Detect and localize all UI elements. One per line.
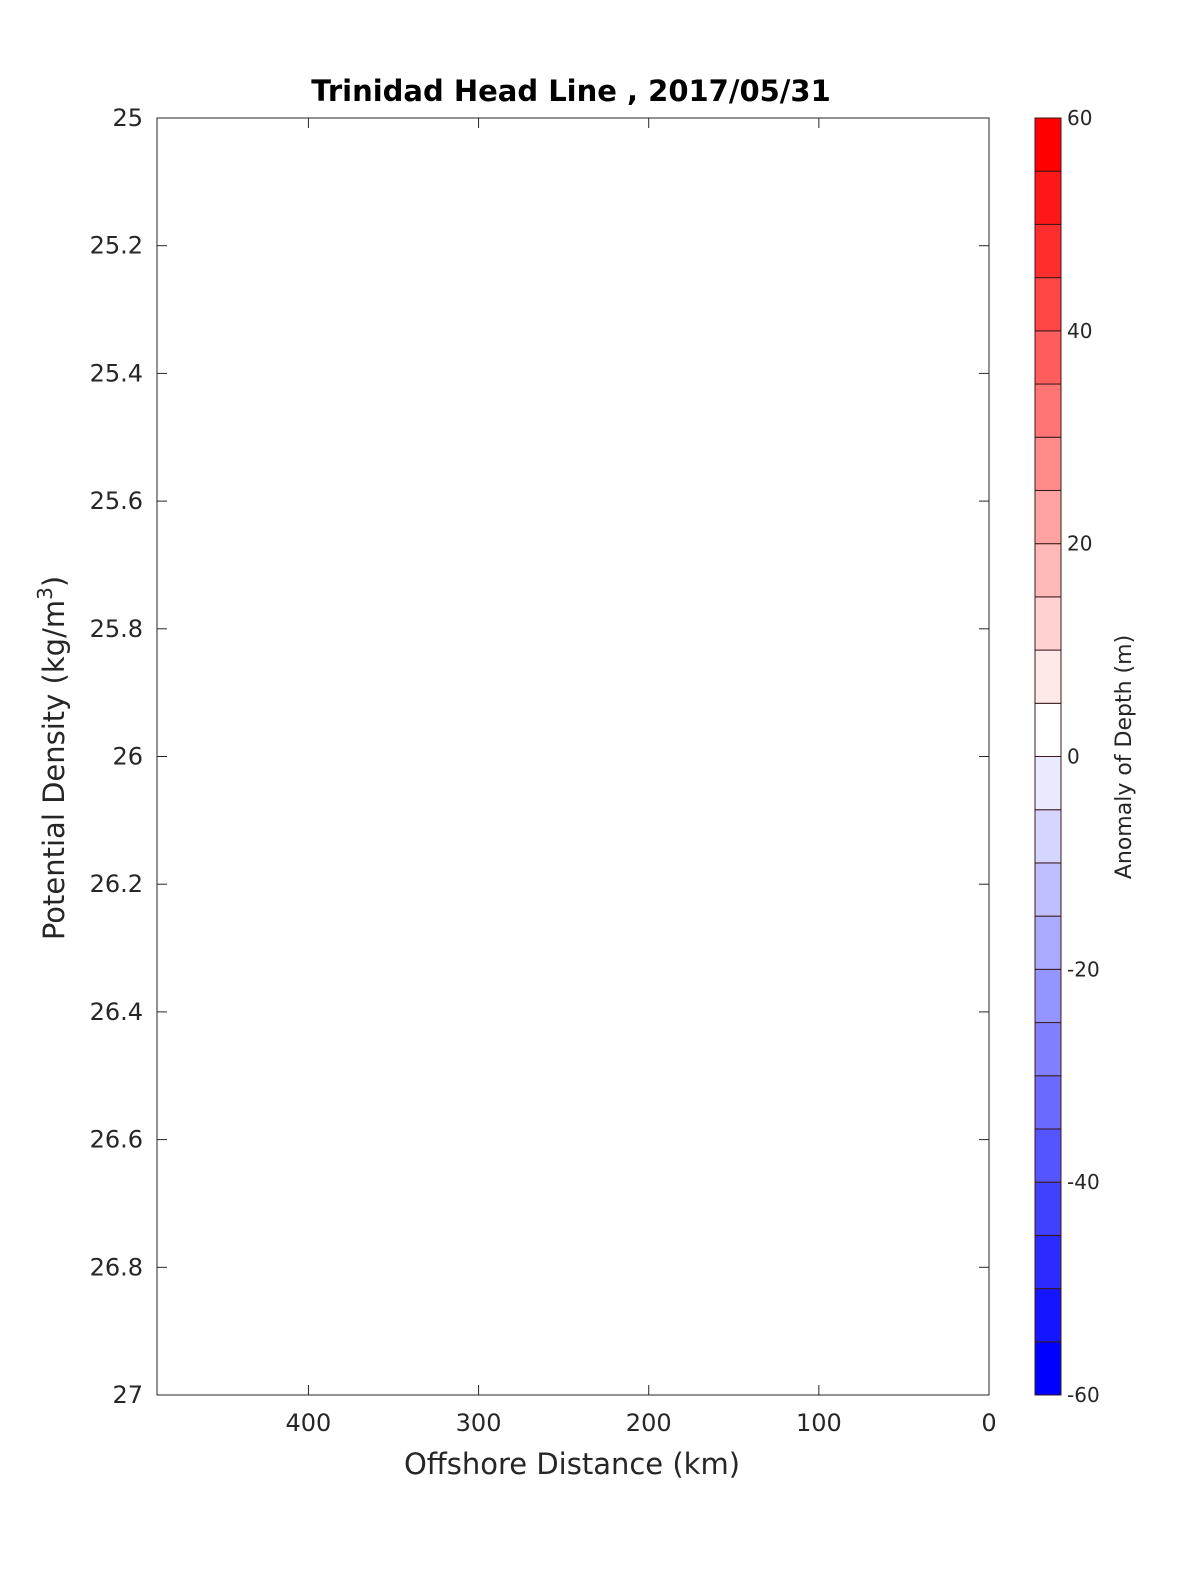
y-tick-label: 25.2 — [90, 232, 143, 260]
colorbar-label: Anomaly of Depth (m) — [1112, 635, 1137, 879]
colorbar-swatch — [1034, 223, 1062, 279]
colorbar-swatch — [1034, 702, 1062, 758]
y-tick-label: 25.6 — [90, 487, 143, 515]
x-tick-label: 300 — [456, 1409, 502, 1437]
colorbar-swatch — [1034, 1234, 1062, 1290]
colorbar-swatch — [1034, 1075, 1062, 1130]
x-tick-label: 400 — [286, 1409, 332, 1437]
chart-title: Trinidad Head Line , 2017/05/31 — [311, 74, 831, 108]
colorbar-swatch — [1034, 1128, 1062, 1183]
y-tick-label: 26.2 — [90, 870, 143, 898]
colorbar-swatch — [1034, 170, 1062, 225]
colorbar-swatch — [1034, 756, 1062, 811]
y-axis-label-end: ) — [37, 576, 71, 587]
colorbar-tick-label: 20 — [1067, 532, 1092, 556]
x-axis-label: Offshore Distance (km) — [404, 1447, 740, 1481]
y-axis-label: Potential Density (kg/m3) — [33, 576, 71, 940]
colorbar-swatch — [1034, 809, 1062, 864]
colorbar-swatch — [1034, 277, 1062, 332]
colorbar-swatch — [1034, 915, 1062, 970]
y-tick-label: 26.6 — [90, 1126, 143, 1154]
colorbar-swatch — [1034, 330, 1062, 385]
colorbar-swatch — [1034, 1181, 1062, 1236]
colorbar-tick-label: 0 — [1067, 745, 1080, 769]
y-tick-label: 25 — [112, 104, 143, 132]
x-axis: 400 300 200 100 0 — [286, 118, 997, 1437]
y-tick-label: 25.4 — [90, 359, 143, 387]
colorbar-swatch — [1034, 489, 1062, 545]
y-tick-label: 26 — [112, 743, 143, 771]
colorbar-swatch — [1034, 596, 1062, 651]
colorbar-tick-label: -40 — [1067, 1170, 1100, 1194]
colorbar: -60 -40 -20 0 20 40 60 — [1034, 106, 1100, 1407]
colorbar-swatch — [1034, 117, 1062, 172]
y-axis-label-sup: 3 — [33, 587, 57, 600]
y-axis: 25 25.2 25.4 25.6 25.8 26 26.2 26.4 26.6 26.8 27 — [90, 104, 989, 1409]
colorbar-swatch — [1034, 1288, 1062, 1343]
x-tick-label: 0 — [981, 1409, 996, 1437]
colorbar-swatch — [1034, 543, 1062, 598]
colorbar-tick-label: -60 — [1067, 1383, 1100, 1407]
colorbar-swatch — [1034, 383, 1062, 438]
colorbar-swatch — [1034, 968, 1062, 1024]
colorbar-tick-label: 60 — [1067, 106, 1092, 130]
y-tick-label: 26.4 — [90, 998, 143, 1026]
colorbar-tick-label: 40 — [1067, 319, 1092, 343]
plot-frame — [156, 117, 990, 1396]
y-tick-label: 27 — [112, 1381, 143, 1409]
y-tick-label: 26.8 — [90, 1253, 143, 1281]
colorbar-swatch — [1034, 862, 1062, 917]
colorbar-tick-label: -20 — [1067, 957, 1100, 981]
colorbar-swatch — [1034, 1022, 1062, 1077]
x-tick-label: 100 — [796, 1409, 842, 1437]
colorbar-swatch — [1034, 436, 1062, 491]
colorbar-swatch — [1034, 649, 1062, 704]
y-axis-label-main: Potential Density (kg/m — [37, 600, 71, 940]
y-tick-label: 25.8 — [90, 615, 143, 643]
x-tick-label: 200 — [626, 1409, 672, 1437]
colorbar-swatch — [1034, 1341, 1062, 1396]
